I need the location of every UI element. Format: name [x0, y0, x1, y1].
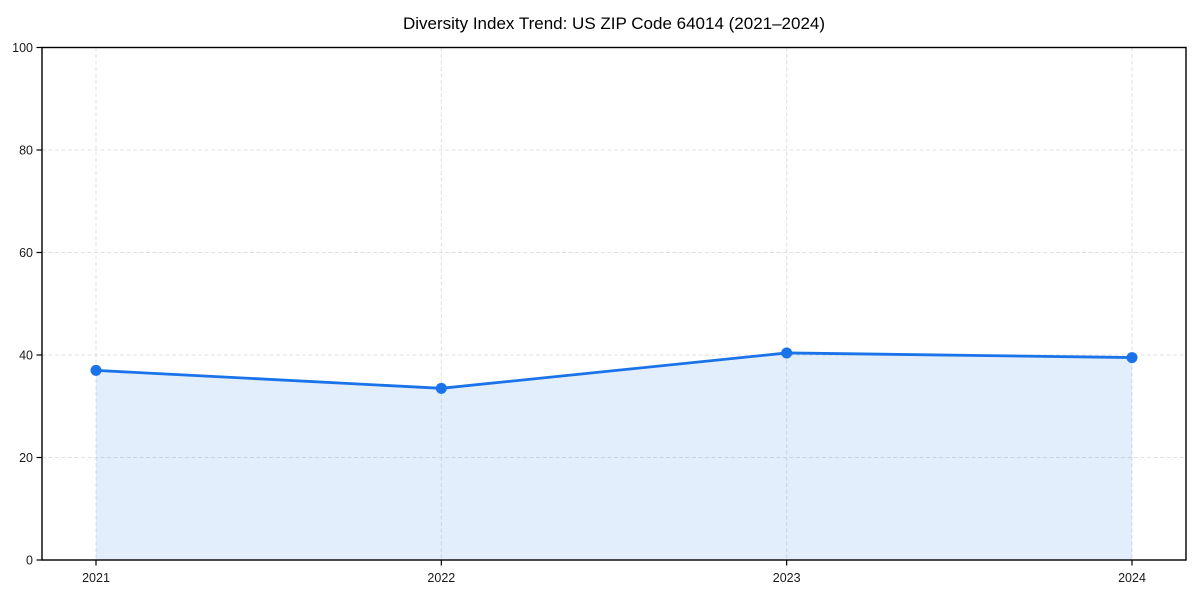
x-tick-label: 2023 [773, 571, 801, 585]
y-tick-label: 80 [19, 144, 33, 158]
y-tick-label: 60 [19, 246, 33, 260]
x-tick-label: 2021 [82, 571, 110, 585]
y-tick-label: 100 [12, 41, 33, 55]
data-point-2024 [1126, 352, 1138, 364]
y-tick-label: 0 [26, 554, 33, 568]
y-tick-label: 40 [19, 349, 33, 363]
data-point-2023 [781, 347, 793, 359]
x-tick-label: 2022 [427, 571, 455, 585]
plot-border [41, 46, 1187, 561]
grid-layer [42, 47, 1186, 560]
data-point-2022 [435, 382, 447, 394]
data-point-2021 [90, 364, 102, 376]
trend-line [94, 351, 1134, 390]
chart-title: Diversity Index Trend: US ZIP Code 64014… [403, 14, 825, 33]
area-fill [96, 352, 1132, 560]
x-tick-label: 2024 [1118, 571, 1146, 585]
y-tick-label: 20 [19, 451, 33, 465]
